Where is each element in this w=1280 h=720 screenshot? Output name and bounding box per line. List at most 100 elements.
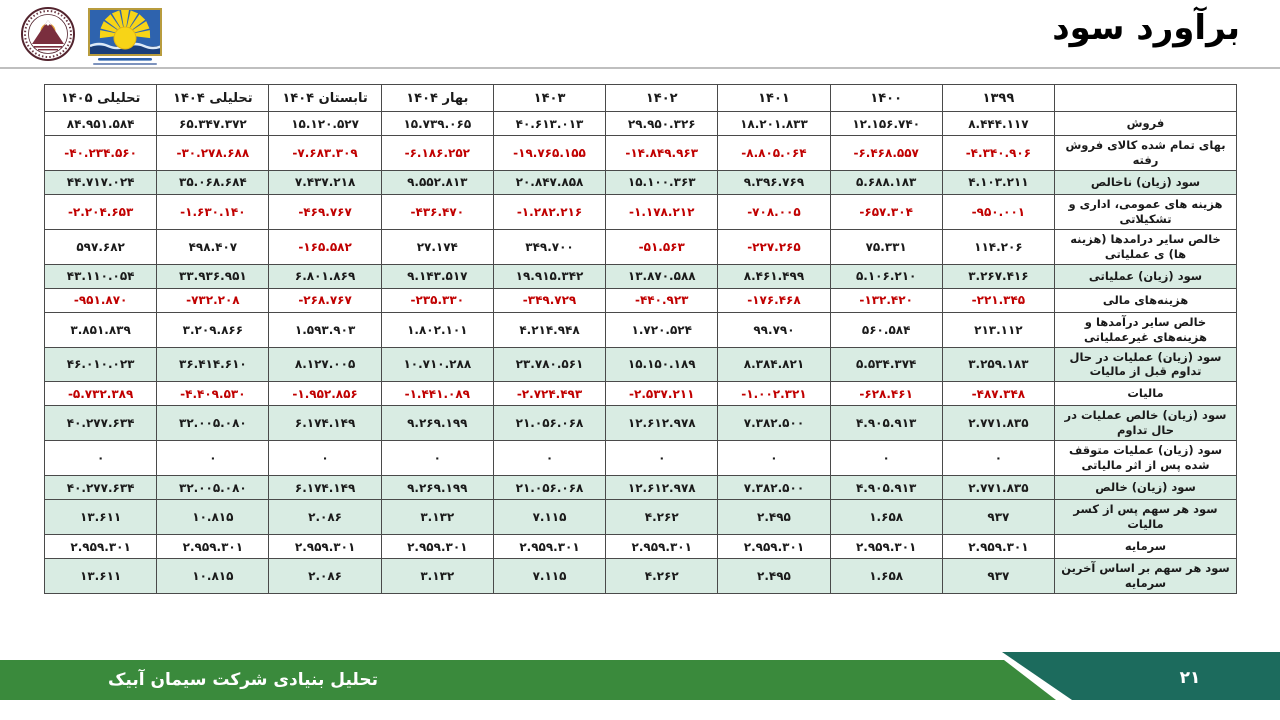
page-number: ۲۱ <box>1179 668 1201 688</box>
value-cell: -۱۶۵.۵۸۲ <box>268 228 382 265</box>
value-cell: ۲۹.۹۵۰.۳۲۶ <box>605 111 719 136</box>
value-cell: -۱۳۲.۴۲۰ <box>829 287 943 313</box>
value-cell: ۸.۴۴۴.۱۱۷ <box>941 111 1056 136</box>
value-cell: ۲.۹۵۹.۳۰۱ <box>156 534 270 559</box>
value-cell: -۱۹.۷۶۵.۱۵۵ <box>492 135 607 171</box>
row-label: سود هر سهم بر اساس آخرین سرمایه <box>1054 558 1237 594</box>
value-cell: ۲۱.۰۵۶.۰۶۸ <box>492 475 607 501</box>
value-cell: ۱۱۴.۲۰۶ <box>941 228 1056 265</box>
value-cell: -۲۶۸.۷۶۷ <box>268 287 382 313</box>
table-row: سود (زیان) عملیاتی ۳.۲۶۷.۴۱۶ ۵.۱۰۶.۲۱۰ ۸.۴۶… <box>43 263 1237 289</box>
value-cell: ۰ <box>605 440 719 477</box>
table-row: سود (زیان) ناخالص ۴.۱۰۳.۲۱۱ ۵.۶۸۸.۱۸۳ ۹.۳۹۶… <box>43 169 1237 195</box>
value-cell: -۷.۶۸۳.۳۰۹ <box>268 135 382 171</box>
value-cell: ۰ <box>268 440 382 477</box>
value-cell: -۳۴۹.۷۲۹ <box>492 287 607 313</box>
table-row: خالص سایر درامدها (هزینه ها) ی عملیاتی ۱۱… <box>43 228 1237 265</box>
value-cell: ۲۳.۷۸۰.۵۶۱ <box>492 346 607 383</box>
row-label-column-header <box>1054 84 1237 112</box>
value-cell: -۹۵۰.۰۰۱ <box>941 193 1056 230</box>
row-label: سود (زیان) خالص عملیات در حال تداوم <box>1054 405 1237 442</box>
value-cell: ۳.۲۵۹.۱۸۳ <box>941 346 1056 383</box>
value-cell: ۲.۹۵۹.۳۰۱ <box>492 534 607 559</box>
value-cell: ۴.۲۶۲ <box>605 558 719 594</box>
value-cell: ۷.۴۳۷.۲۱۸ <box>268 169 382 195</box>
value-cell: ۳.۲۶۷.۴۱۶ <box>941 263 1056 289</box>
header-divider <box>0 67 1280 69</box>
value-cell: ۲.۹۵۹.۳۰۱ <box>605 534 719 559</box>
value-cell: ۹.۱۴۳.۵۱۷ <box>380 263 494 289</box>
value-cell: -۵.۷۳۲.۳۸۹ <box>43 381 158 407</box>
table-row: سرمایه ۲.۹۵۹.۳۰۱ ۲.۹۵۹.۳۰۱ ۲.۹۵۹.۳۰۱ ۲.۹۵۹.۳… <box>43 534 1237 559</box>
value-cell: ۱.۶۵۸ <box>829 558 943 594</box>
row-label: سود (زیان) عملیات در حال تداوم قبل از ما… <box>1054 346 1237 383</box>
value-cell: ۴۴.۷۱۷.۰۲۴ <box>43 169 158 195</box>
value-cell: ۸.۴۶۱.۴۹۹ <box>717 263 831 289</box>
page-title: برآورد سود <box>1052 8 1240 48</box>
value-cell: ۷.۱۱۵ <box>492 499 607 535</box>
table-row: خالص سایر درآمدها و هزینه‌های غیرعملیاتی… <box>43 311 1237 348</box>
value-cell: ۲۰.۸۴۷.۸۵۸ <box>492 169 607 195</box>
row-label: سود (زیان) عملیاتی <box>1054 263 1237 289</box>
value-cell: -۴۶۹.۷۶۷ <box>268 193 382 230</box>
value-cell: ۱۳.۸۷۰.۵۸۸ <box>605 263 719 289</box>
value-cell: ۲.۹۵۹.۳۰۱ <box>717 534 831 559</box>
value-cell: ۴.۹۰۵.۹۱۳ <box>829 405 943 442</box>
year-column-header: ۱۴۰۱ <box>717 84 831 112</box>
value-cell: -۶.۴۶۸.۵۵۷ <box>829 135 943 171</box>
value-cell: ۶.۱۷۴.۱۴۹ <box>268 405 382 442</box>
value-cell: ۵.۵۳۴.۳۷۴ <box>829 346 943 383</box>
year-column-header: تحلیلی ۱۴۰۴ <box>156 84 270 112</box>
value-cell: ۴۶.۰۱۰.۰۲۳ <box>43 346 158 383</box>
value-cell: ۳۵.۰۶۸.۶۸۴ <box>156 169 270 195</box>
value-cell: ۲۷.۱۷۴ <box>380 228 494 265</box>
value-cell: -۷۳۲.۲۰۸ <box>156 287 270 313</box>
row-label: خالص سایر درامدها (هزینه ها) ی عملیاتی <box>1054 228 1237 265</box>
value-cell: -۶۲۸.۴۶۱ <box>829 381 943 407</box>
table-row: سود (زیان) خالص ۲.۷۷۱.۸۳۵ ۴.۹۰۵.۹۱۳ ۷.۳۸۲.۵… <box>43 475 1237 501</box>
value-cell: ۶.۱۷۴.۱۴۹ <box>268 475 382 501</box>
value-cell: ۲.۹۵۹.۳۰۱ <box>829 534 943 559</box>
footer-title: تحلیل بنیادی شرکت سیمان آبیک <box>108 670 378 690</box>
table-row: سود (زیان) عملیات متوقف شده پس از اثر ما… <box>43 440 1237 477</box>
value-cell: ۵.۱۰۶.۲۱۰ <box>829 263 943 289</box>
value-cell: ۰ <box>941 440 1056 477</box>
value-cell: ۹۳۷ <box>941 499 1056 535</box>
value-cell: ۱۵.۱۵۰.۱۸۹ <box>605 346 719 383</box>
value-cell: ۱۰.۸۱۵ <box>156 499 270 535</box>
value-cell: ۱.۶۵۸ <box>829 499 943 535</box>
value-cell: ۱۵.۱۰۰.۳۶۳ <box>605 169 719 195</box>
value-cell: -۱۴.۸۴۹.۹۶۳ <box>605 135 719 171</box>
value-cell: -۲.۷۲۴.۴۹۳ <box>492 381 607 407</box>
value-cell: ۱۵.۷۳۹.۰۶۵ <box>380 111 494 136</box>
value-cell: ۲۱.۰۵۶.۰۶۸ <box>492 405 607 442</box>
value-cell: ۵۹۷.۶۸۲ <box>43 228 158 265</box>
value-cell: -۴.۴۰۹.۵۳۰ <box>156 381 270 407</box>
brokerage-sun-logo <box>88 8 162 72</box>
table-header-row: ۱۳۹۹ ۱۴۰۰ ۱۴۰۱ ۱۴۰۲ ۱۴۰۳ بهار ۱۴۰۴ تابستان ۱۴۰… <box>43 84 1237 112</box>
row-label: مالیات <box>1054 381 1237 407</box>
value-cell: ۲.۷۷۱.۸۳۵ <box>941 405 1056 442</box>
value-cell: -۲.۵۳۷.۲۱۱ <box>605 381 719 407</box>
value-cell: -۴۳۶.۴۷۰ <box>380 193 494 230</box>
row-label: خالص سایر درآمدها و هزینه‌های غیرعملیاتی <box>1054 311 1237 348</box>
year-column-header: بهار ۱۴۰۴ <box>380 84 494 112</box>
table-row: سود (زیان) خالص عملیات در حال تداوم ۲.۷۷۱… <box>43 405 1237 442</box>
value-cell: ۸۴.۹۵۱.۵۸۴ <box>43 111 158 136</box>
value-cell: -۲.۲۰۴.۶۵۳ <box>43 193 158 230</box>
value-cell: -۲۲۷.۲۶۵ <box>717 228 831 265</box>
table-row: مالیات -۴۸۷.۳۴۸ -۶۲۸.۴۶۱ -۱.۰۰۲.۳۲۱ -۲.۵۳۷.۲… <box>43 381 1237 407</box>
value-cell: ۲.۴۹۵ <box>717 558 831 594</box>
value-cell: ۲.۹۵۹.۳۰۱ <box>268 534 382 559</box>
value-cell: -۴.۳۴۰.۹۰۶ <box>941 135 1056 171</box>
value-cell: ۰ <box>156 440 270 477</box>
value-cell: ۴.۹۰۵.۹۱۳ <box>829 475 943 501</box>
value-cell: ۰ <box>43 440 158 477</box>
value-cell: ۱۳.۶۱۱ <box>43 558 158 594</box>
value-cell: -۱.۹۵۲.۸۵۶ <box>268 381 382 407</box>
value-cell: ۲.۹۵۹.۳۰۱ <box>43 534 158 559</box>
cement-company-seal-logo <box>20 5 76 67</box>
row-label: هزینه‌های مالی <box>1054 287 1237 313</box>
row-label: سود (زیان) ناخالص <box>1054 169 1237 195</box>
value-cell: ۷.۳۸۲.۵۰۰ <box>717 405 831 442</box>
